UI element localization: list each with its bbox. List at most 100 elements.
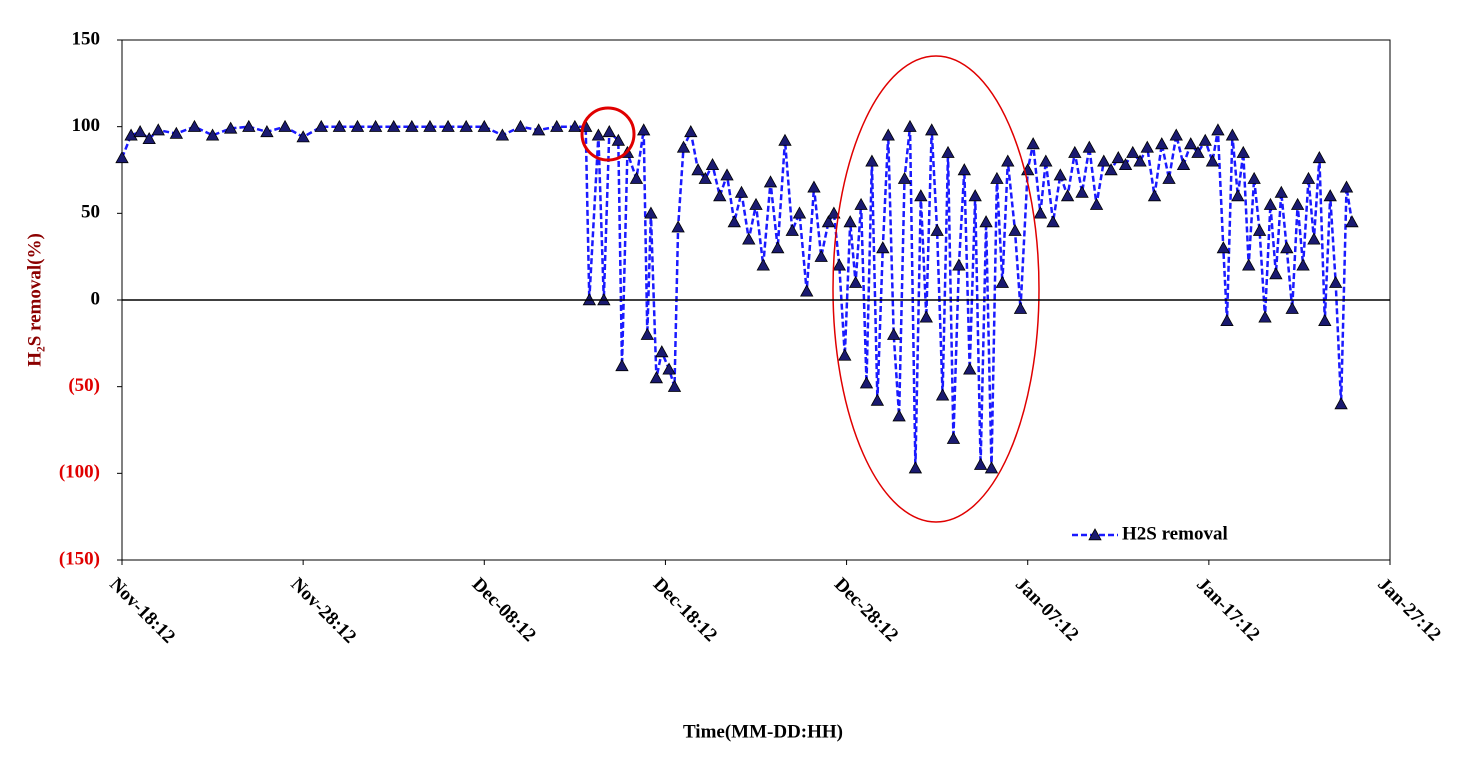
- data-point: [1176, 157, 1191, 171]
- data-point: [1053, 168, 1067, 181]
- data-point: [1334, 397, 1348, 410]
- data-point: [1097, 154, 1111, 167]
- data-point: [756, 258, 770, 271]
- data-point: [1247, 171, 1261, 184]
- data-point: [1033, 206, 1048, 219]
- data-point: [423, 119, 437, 132]
- y-axis-title: H₂S removal(%): [24, 233, 45, 367]
- data-point: [1075, 185, 1089, 198]
- data-point: [1205, 154, 1220, 167]
- data-point: [778, 133, 792, 146]
- data-point: [838, 348, 852, 361]
- data-point: [1001, 154, 1015, 167]
- data-point: [1312, 151, 1327, 164]
- data-point: [979, 215, 993, 228]
- data-point: [124, 128, 138, 141]
- legend: H2S removal: [1072, 523, 1228, 544]
- data-point: [930, 223, 944, 236]
- data-point: [133, 125, 147, 138]
- data-point: [876, 241, 890, 254]
- x-tick-label: Dec-08:12: [468, 574, 540, 646]
- data-point: [1089, 197, 1104, 210]
- legend-marker: [1088, 528, 1102, 541]
- data-point: [629, 171, 644, 184]
- x-tick-label: Nov-18:12: [105, 574, 179, 648]
- data-point: [886, 327, 901, 340]
- data-point: [368, 119, 383, 132]
- data-point: [1082, 140, 1096, 153]
- data-point: [713, 189, 727, 202]
- data-point: [142, 131, 156, 145]
- data-point: [897, 171, 912, 184]
- data-point: [637, 123, 651, 136]
- data-point: [278, 119, 292, 132]
- data-point: [1285, 301, 1299, 314]
- data-point: [1274, 185, 1288, 198]
- data-point: [749, 197, 763, 210]
- data-point: [655, 345, 669, 358]
- highlight-circle: [580, 106, 636, 162]
- data-point: [531, 123, 546, 136]
- data-point: [1307, 232, 1321, 245]
- data-point: [1046, 215, 1060, 228]
- data-point: [644, 206, 658, 219]
- data-point: [1140, 140, 1154, 153]
- data-point: [1252, 223, 1267, 236]
- data-point: [1126, 145, 1140, 158]
- data-point: [1008, 223, 1022, 236]
- data-point: [1263, 197, 1278, 210]
- data-point: [946, 431, 961, 444]
- data-point: [973, 457, 988, 470]
- data-point: [662, 362, 676, 375]
- data-point: [691, 163, 705, 176]
- data-point: [260, 125, 274, 138]
- data-point: [914, 189, 928, 202]
- data-point: [1133, 154, 1147, 167]
- data-point: [925, 123, 939, 136]
- data-point: [115, 151, 129, 164]
- data-point: [881, 128, 895, 141]
- data-point: [1220, 313, 1234, 327]
- data-point: [459, 119, 473, 132]
- data-point: [350, 119, 365, 132]
- data-point: [671, 220, 685, 233]
- data-point: [848, 275, 863, 288]
- data-point: [990, 171, 1004, 184]
- data-point: [296, 130, 310, 143]
- y-tick-label: (50): [68, 375, 100, 396]
- data-point: [919, 310, 933, 323]
- data-point: [807, 180, 821, 193]
- data-point: [611, 133, 626, 146]
- data-point: [995, 275, 1010, 288]
- data-point: [968, 189, 982, 202]
- data-point: [1211, 123, 1225, 136]
- data-point: [908, 461, 923, 474]
- data-point: [963, 362, 977, 375]
- data-point: [676, 140, 691, 153]
- data-point: [1191, 145, 1205, 158]
- data-point: [1345, 215, 1359, 228]
- data-point: [984, 461, 999, 474]
- y-tick-label: (100): [59, 462, 100, 483]
- data-point: [742, 232, 756, 245]
- data-point: [698, 171, 712, 184]
- data-point: [1242, 258, 1256, 271]
- plot-area: [115, 119, 1359, 474]
- data-point: [1111, 151, 1125, 164]
- y-tick-label: 50: [81, 202, 100, 223]
- data-point: [1296, 258, 1310, 271]
- data-point: [332, 119, 347, 132]
- data-point: [1231, 189, 1245, 202]
- x-tick-label: Dec-28:12: [830, 574, 902, 646]
- data-point: [1301, 171, 1316, 184]
- data-point: [1198, 133, 1212, 146]
- data-point: [1026, 137, 1040, 150]
- data-point: [1323, 189, 1337, 202]
- data-point: [734, 185, 749, 198]
- data-point: [151, 123, 165, 136]
- data-point: [405, 119, 419, 132]
- data-point: [513, 119, 528, 132]
- data-point: [859, 376, 874, 389]
- x-tick-label: Dec-18:12: [649, 574, 721, 646]
